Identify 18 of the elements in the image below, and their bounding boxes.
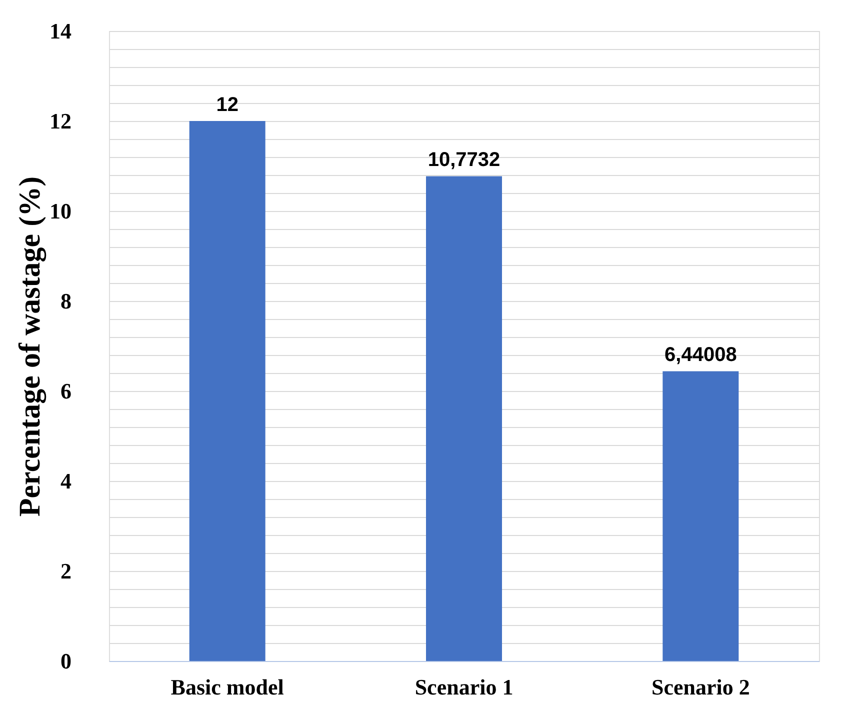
data-label: 6,44008 [664,344,737,366]
y-tick-label: 12 [50,108,72,134]
x-tick-label: Basic model [170,674,284,700]
y-tick-label: 2 [60,558,72,584]
bar [426,176,502,661]
y-tick-label: 0 [60,648,72,674]
y-tick-label: 14 [50,18,72,44]
data-label: 12 [216,94,238,116]
x-tick-label: Scenario 2 [651,674,750,700]
data-label: 10,7732 [428,149,500,172]
x-tick-label: Scenario 1 [414,674,514,700]
y-axis-title: Percentage of wastage (%) [14,176,46,517]
y-tick-label: 8 [60,288,72,314]
bar [189,121,266,661]
y-tick-label: 6 [60,378,72,404]
y-tick-label: 4 [60,468,72,494]
bar [662,371,739,661]
y-tick-label: 10 [50,198,72,224]
